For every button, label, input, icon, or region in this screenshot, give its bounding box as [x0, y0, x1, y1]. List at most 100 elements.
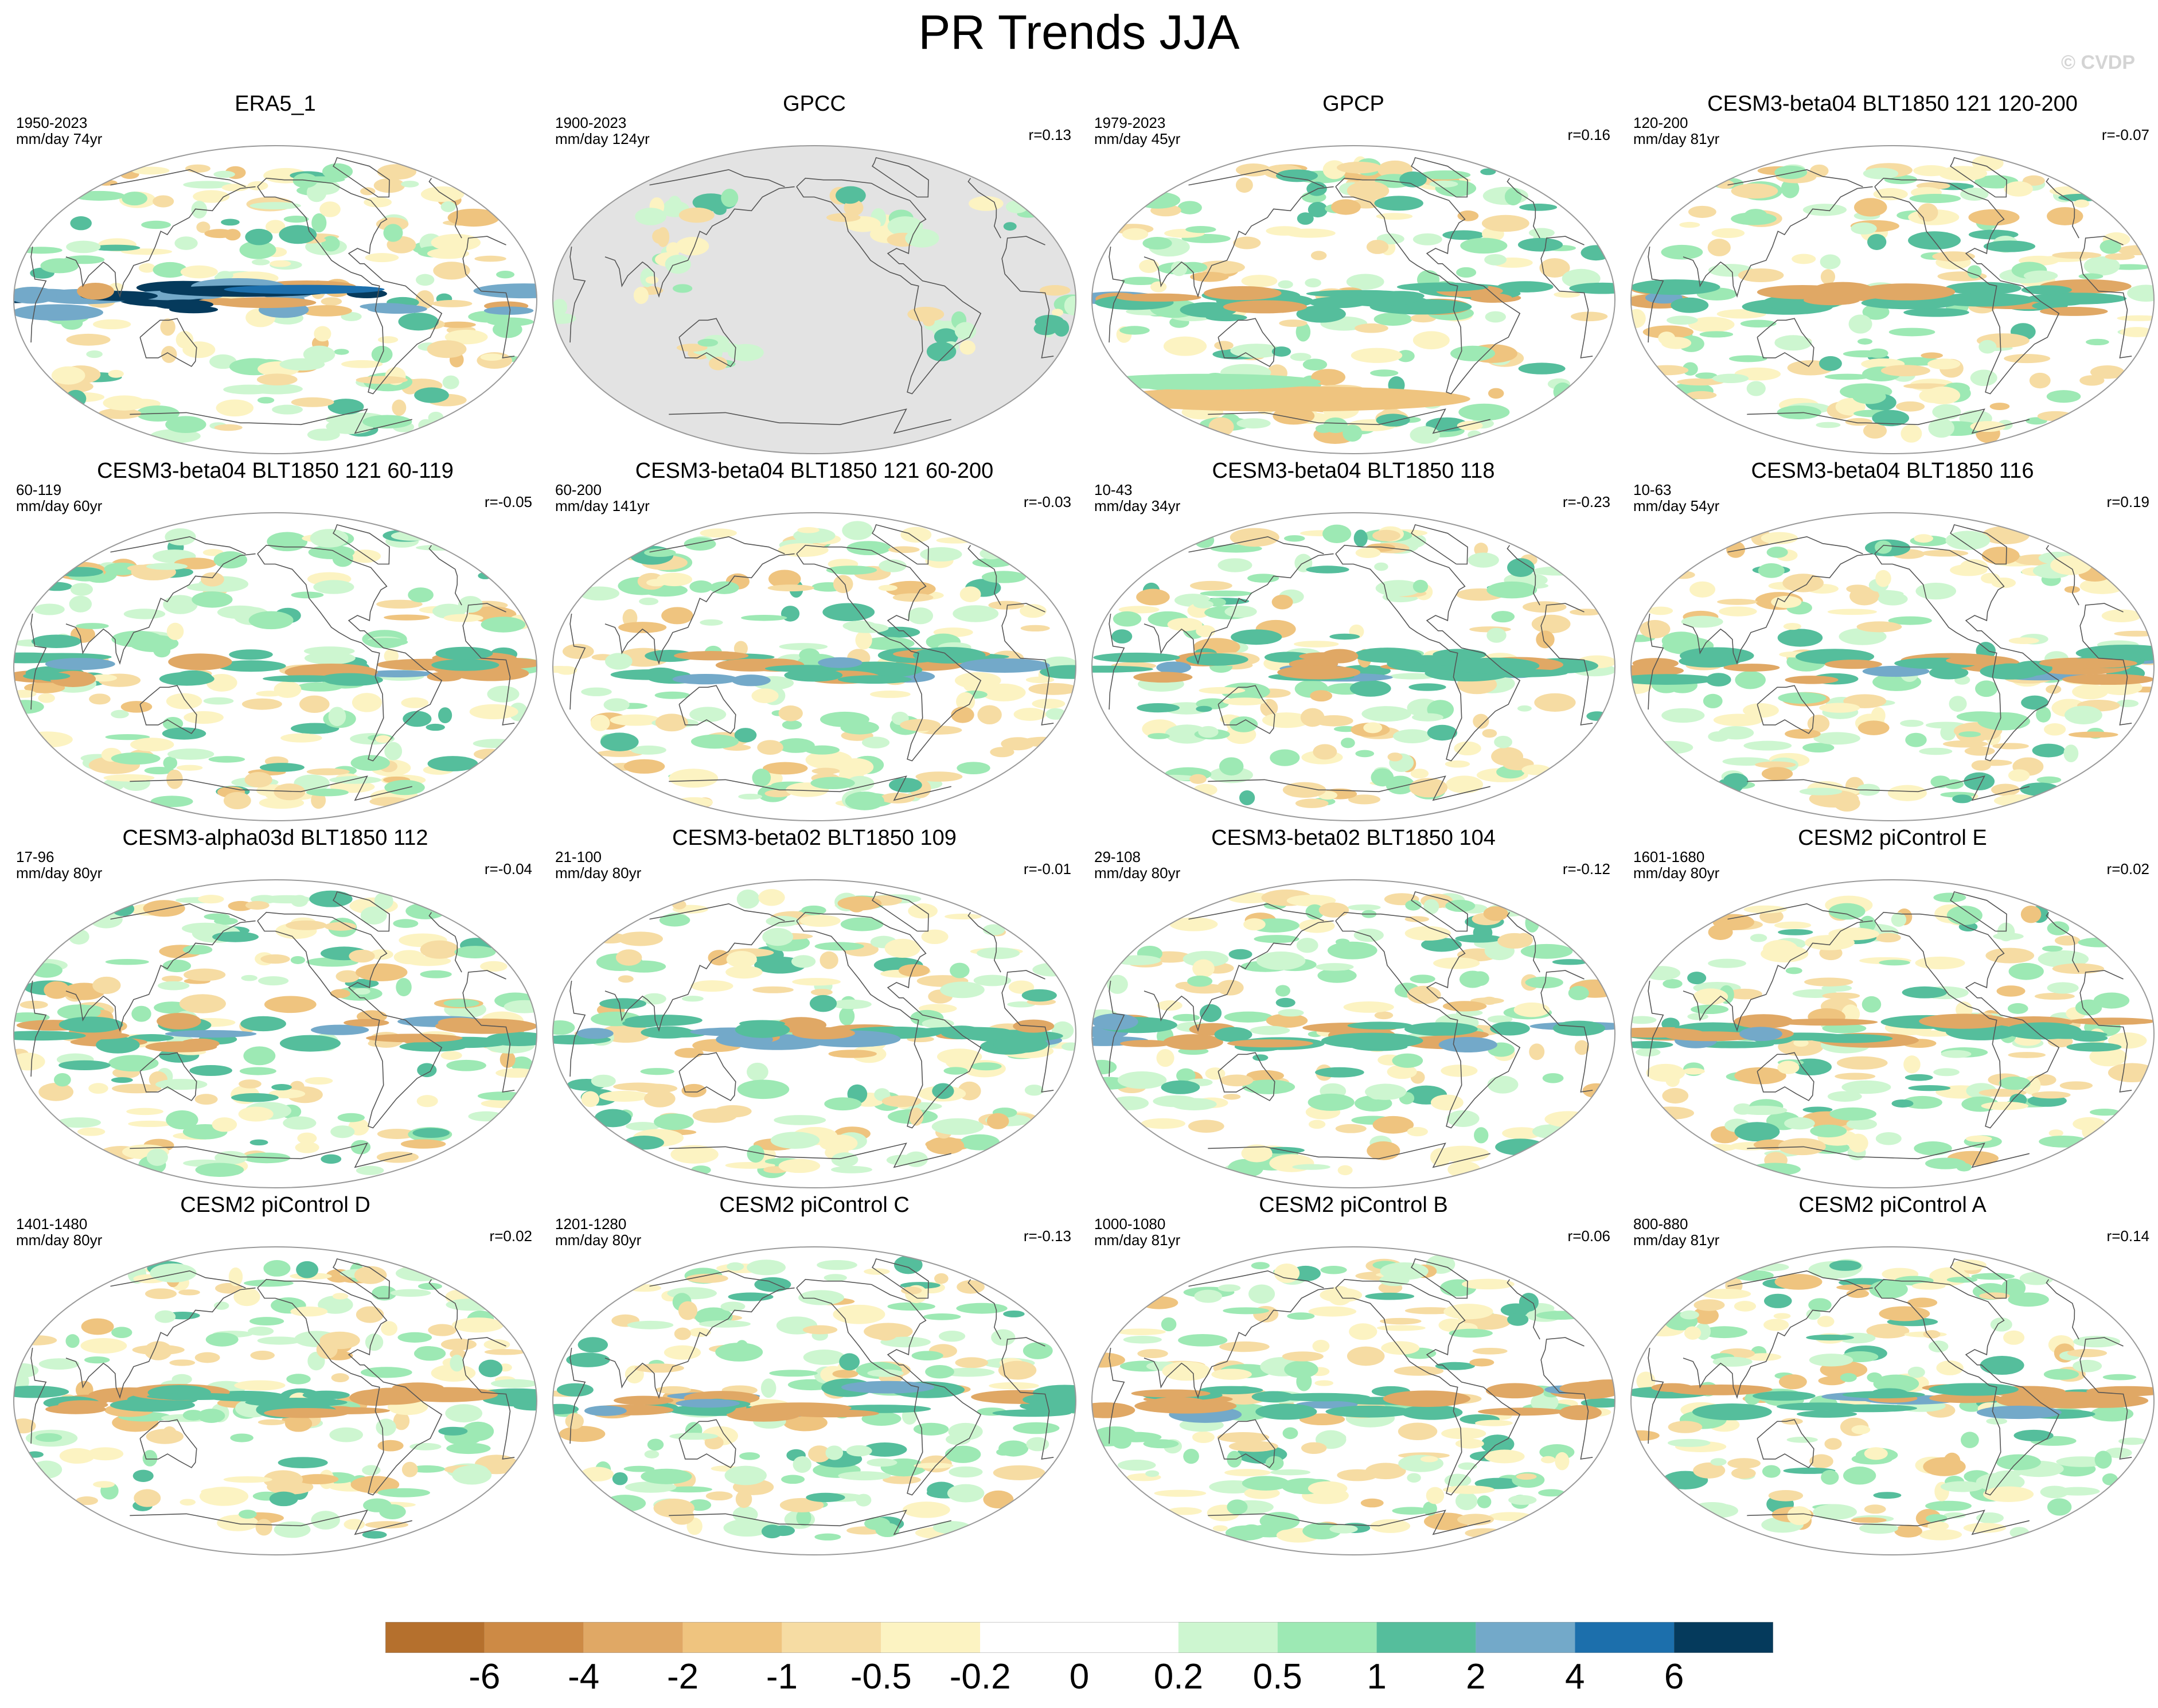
trend-blob — [1392, 1053, 1423, 1068]
panel-correlation: r=-0.01 — [1023, 860, 1071, 878]
tropical-band-blob — [1734, 1014, 1794, 1029]
trend-blob — [1297, 212, 1314, 225]
tropical-band-blob — [1919, 1013, 2009, 1029]
trend-blob — [832, 1370, 858, 1378]
trend-blob — [1536, 1311, 1586, 1320]
trend-blob — [201, 1488, 227, 1496]
trend-blob — [368, 1040, 387, 1047]
trend-blob — [566, 1352, 610, 1367]
tropical-band-blob — [1776, 1402, 1860, 1411]
trend-blob — [1045, 708, 1066, 720]
trend-blob — [16, 1335, 57, 1346]
trend-blob — [955, 1357, 989, 1368]
tropical-band-blob — [1824, 660, 1882, 669]
watermark-text: © CVDP — [2061, 52, 2135, 73]
trend-blob — [1903, 1055, 1921, 1074]
trend-blob — [1347, 181, 1390, 201]
tropical-band-blob — [1299, 652, 1353, 661]
trend-blob — [1137, 703, 1180, 713]
trend-blob — [1494, 735, 1513, 748]
trend-blob — [440, 201, 456, 212]
trend-blob — [274, 681, 302, 698]
trend-blob — [330, 1125, 355, 1138]
coastline — [139, 685, 197, 734]
trend-blob — [1455, 934, 1503, 943]
coastline — [1335, 911, 1521, 1129]
trend-blob — [1875, 933, 1901, 943]
trend-blob — [1544, 1111, 1592, 1128]
panel-correlation: r=-0.23 — [1562, 493, 1610, 510]
trend-blob — [362, 415, 412, 429]
trend-blob — [290, 956, 305, 964]
tropical-band-blob — [1478, 1407, 1564, 1416]
trend-blob — [1404, 1307, 1457, 1315]
tropical-band-blob — [1214, 1027, 1252, 1042]
trend-blob — [369, 949, 393, 960]
trend-blob — [1373, 312, 1412, 326]
trend-blob — [934, 328, 958, 345]
coastline — [130, 1142, 412, 1168]
trend-blob — [484, 1349, 525, 1355]
colorbar-bin — [980, 1622, 1079, 1653]
trend-blob — [91, 244, 141, 251]
trend-blob — [670, 1508, 694, 1525]
map-panel: CESM3-beta02 BLT1850 104 29-108 mm/day 80y… — [1084, 826, 1623, 1193]
trend-blob — [2043, 1368, 2079, 1380]
trend-blob — [1961, 1432, 1979, 1448]
trend-blob — [194, 1352, 220, 1363]
trend-blob — [335, 970, 360, 983]
trend-blob — [383, 224, 403, 242]
trend-blob — [408, 587, 434, 603]
trend-blob — [1227, 1499, 1248, 1515]
trend-blob — [1143, 1439, 1179, 1449]
trend-blob — [1172, 1013, 1200, 1021]
trend-blob — [250, 1351, 275, 1360]
trend-blob — [1370, 369, 1399, 377]
trend-blob — [603, 698, 630, 712]
trend-blob — [763, 762, 808, 775]
trend-blob — [1427, 724, 1458, 741]
trend-blob — [1469, 1358, 1494, 1367]
trend-blob — [633, 287, 649, 305]
trend-blob — [450, 1355, 465, 1372]
trend-blob — [1217, 1284, 1241, 1292]
trend-blob — [257, 1419, 286, 1425]
trend-blob — [2052, 963, 2105, 974]
trend-blob — [2078, 273, 2104, 280]
trend-blob — [1246, 1070, 1284, 1082]
trend-blob — [223, 1476, 272, 1483]
trend-blob — [901, 1286, 922, 1294]
trend-blob — [2073, 1117, 2106, 1131]
trend-blob — [768, 570, 801, 588]
trend-blob — [826, 566, 877, 575]
trend-blob — [1185, 226, 1216, 233]
trend-blob — [1282, 782, 1326, 798]
trend-blob — [1774, 335, 1812, 351]
trend-blob — [66, 240, 101, 254]
trend-blob — [684, 537, 716, 551]
trend-blob — [1792, 254, 1816, 264]
tropical-band-blob — [1325, 1405, 1413, 1418]
colorbar-tick-label: -0.5 — [850, 1657, 912, 1697]
trend-blob — [1355, 323, 1388, 333]
coastline — [30, 603, 515, 726]
trend-blob — [245, 228, 273, 245]
trend-blob — [1485, 311, 1507, 323]
trend-blob — [1917, 203, 1938, 222]
panel-units: mm/day 81yr — [1633, 130, 1720, 147]
trend-blob — [2046, 390, 2081, 403]
trend-blob — [1781, 179, 1800, 198]
trend-blob — [833, 575, 853, 594]
tropical-band-blob — [913, 646, 986, 664]
coastline — [1727, 536, 2079, 606]
trend-blob — [1113, 611, 1142, 627]
tropical-band-blob — [1631, 279, 1720, 295]
trend-blob — [217, 1514, 259, 1531]
trend-blob — [2029, 372, 2051, 389]
trend-blob — [213, 170, 235, 178]
trend-blob — [35, 1433, 63, 1442]
trend-blob — [1949, 696, 1967, 712]
trend-blob — [153, 262, 188, 278]
trend-blob — [803, 1350, 845, 1365]
trend-blob — [1199, 687, 1246, 694]
